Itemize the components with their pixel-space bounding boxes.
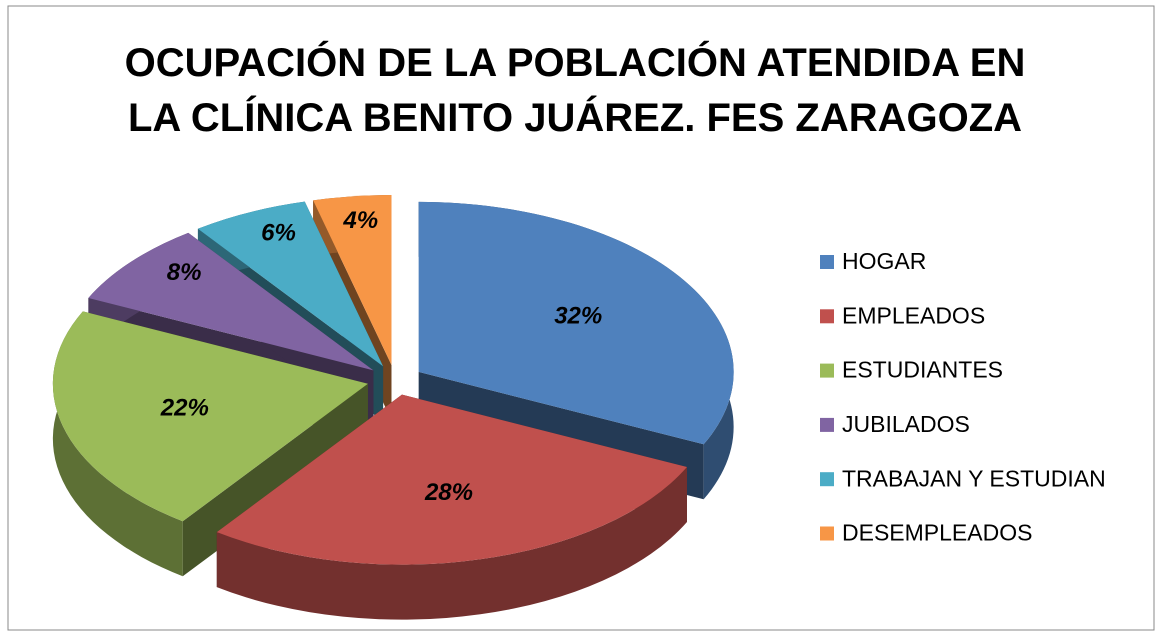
slice: [52, 311, 368, 522]
chart-title: LA CLÍNICA BENITO JUÁREZ. FES ZARAGOZA: [128, 95, 1022, 140]
legend-label: TRABAJAN Y ESTUDIAN: [842, 465, 1106, 491]
data-label: 22%: [160, 394, 209, 421]
legend-swatch: [820, 526, 834, 541]
data-label: 32%: [554, 303, 602, 330]
legend-label: JUBILADOS: [842, 411, 970, 437]
legend-label: DESEMPLEADOS: [842, 520, 1032, 546]
legend-swatch: [820, 363, 834, 378]
legend-label: HOGAR: [842, 248, 926, 274]
chart-title: OCUPACIÓN DE LA POBLACIÓN ATENDIDA EN: [125, 39, 1026, 85]
data-label: 28%: [424, 479, 473, 506]
slice-wall: [216, 467, 687, 620]
pie: 32% 28% 22% 8% 6% 4%: [52, 195, 734, 620]
legend-swatch: [820, 309, 834, 324]
data-label: 8%: [167, 259, 202, 286]
slice: [313, 195, 392, 366]
slice: [197, 201, 384, 367]
legend-swatch: [820, 472, 834, 487]
slice: [418, 201, 734, 445]
legend-swatch: [820, 417, 834, 432]
legend-label: ESTUDIANTES: [842, 357, 1003, 383]
slice: [216, 394, 687, 565]
data-label: 4%: [342, 207, 378, 234]
legend: HOGAR EMPLEADOS ESTUDIANTES JUBILADOS TRABAJ…: [820, 248, 1106, 546]
legend-swatch: [820, 255, 834, 269]
data-label: 6%: [261, 220, 296, 247]
legend-label: EMPLEADOS: [842, 302, 985, 328]
slice-wall: [52, 311, 183, 577]
slice: [88, 232, 374, 371]
